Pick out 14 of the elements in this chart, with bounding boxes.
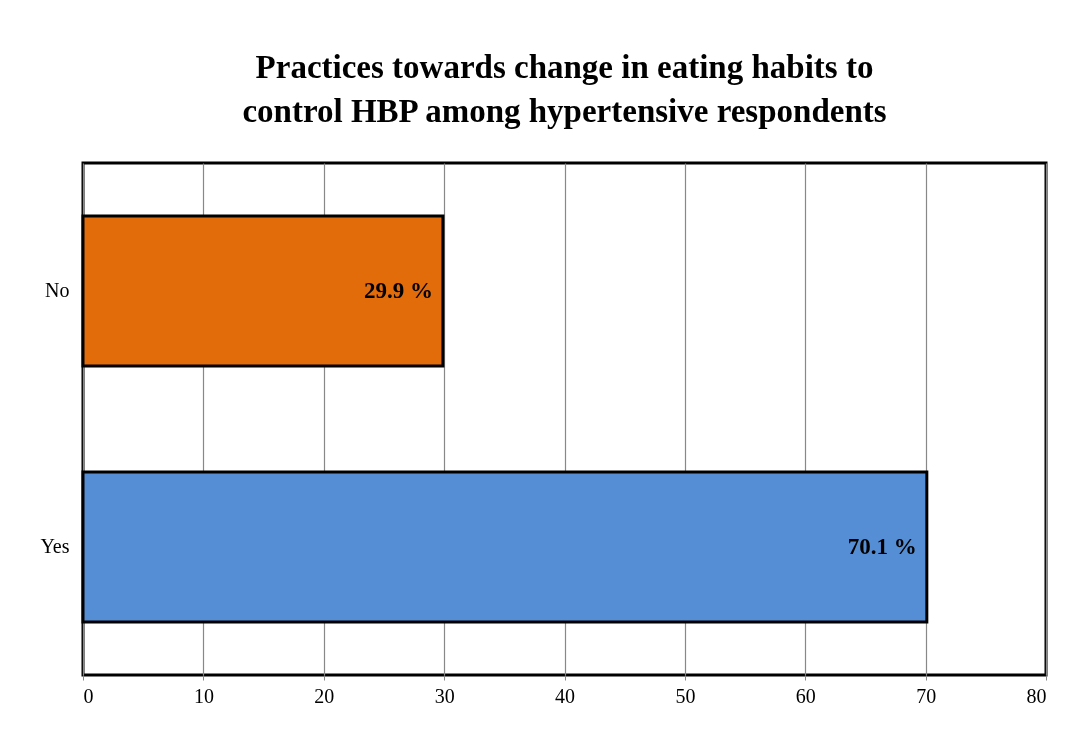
y-tick-label: No xyxy=(45,279,70,301)
x-tick-label: 10 xyxy=(193,684,214,707)
x-tick-label: 20 xyxy=(314,684,335,707)
x-tick-label: 70 xyxy=(916,684,937,707)
x-tick-label: 80 xyxy=(1026,684,1047,707)
chart-title: Practices towards change in eating habits to control HBP among hypertensive respondents xyxy=(242,49,887,129)
x-tick-label: 30 xyxy=(434,684,455,707)
data-label: 29.9 % xyxy=(363,278,433,303)
y-tick-label: Yes xyxy=(40,535,70,557)
x-tick-label: 40 xyxy=(555,684,575,707)
x-tick-label: 60 xyxy=(795,684,816,707)
x-tick-label: 0 xyxy=(83,684,94,707)
x-tick-label: 50 xyxy=(675,684,696,707)
data-label: 70.1 % xyxy=(847,534,917,559)
